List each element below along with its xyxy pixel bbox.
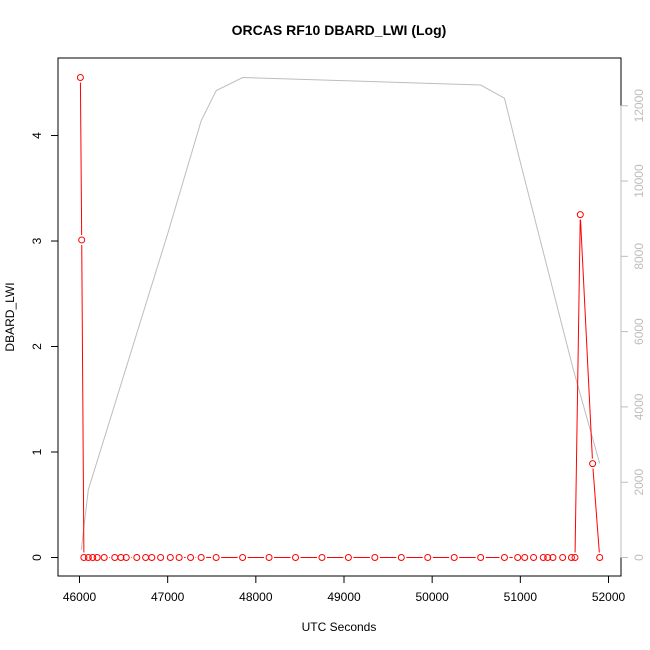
data-point	[344, 554, 352, 561]
x-tick-label: 50000	[415, 590, 449, 604]
series-line-segment	[580, 219, 593, 459]
data-point	[596, 554, 604, 561]
data-point	[133, 554, 141, 561]
series-layer	[76, 74, 604, 561]
data-point	[89, 554, 97, 561]
y-axis-label: DBARD_LWI	[3, 282, 17, 351]
data-point	[571, 554, 579, 561]
series-line-segment	[574, 219, 581, 553]
x-axis: 46000 47000 48000 49000 50000 51000 52000	[63, 575, 626, 604]
series-line-segment	[79, 82, 83, 235]
data-point	[157, 554, 165, 561]
data-point	[148, 554, 156, 561]
data-point	[521, 554, 529, 561]
y-tick-label: 3	[30, 237, 44, 244]
y-tick-label: 4	[30, 132, 44, 139]
data-point	[589, 460, 597, 468]
y2-tick-label: 6000	[632, 318, 646, 345]
data-point	[292, 554, 300, 561]
data-point	[93, 554, 101, 561]
data-point	[239, 554, 247, 561]
x-tick-label: 49000	[327, 590, 361, 604]
y2-axis: 0 2000 4000 6000 8000 10000 12000	[620, 89, 646, 561]
y2-tick-label: 12000	[632, 89, 646, 123]
x-axis-label: UTC Seconds	[302, 620, 377, 634]
data-point	[318, 554, 326, 561]
data-point	[122, 554, 130, 561]
data-point	[175, 554, 183, 561]
data-point	[187, 554, 195, 561]
data-point	[424, 554, 432, 561]
chart-title: ORCAS RF10 DBARD_LWI (Log)	[232, 22, 447, 38]
data-point	[100, 554, 108, 561]
data-point	[500, 554, 508, 561]
data-point	[567, 554, 575, 561]
data-point	[78, 236, 86, 244]
data-point	[539, 554, 547, 561]
data-point	[212, 554, 220, 561]
x-tick-label: 47000	[151, 590, 185, 604]
y2-tick-label: 0	[632, 554, 646, 561]
data-point	[76, 74, 84, 81]
series-line	[80, 76, 601, 551]
series-line-segment	[81, 244, 85, 553]
y-tick-label: 1	[30, 448, 44, 455]
y2-tick-label: 10000	[632, 164, 646, 198]
y2-tick-label: 2000	[632, 469, 646, 496]
x-tick-label: 46000	[63, 590, 97, 604]
x-tick-label: 52000	[592, 590, 626, 604]
data-point	[477, 554, 485, 561]
data-point	[166, 554, 174, 561]
y2-tick-label: 8000	[632, 243, 646, 270]
y-tick-label: 2	[30, 343, 44, 350]
data-point	[514, 554, 522, 561]
data-point	[450, 554, 458, 561]
x-tick-label: 48000	[239, 590, 273, 604]
y2-tick-label: 4000	[632, 393, 646, 420]
series-left-group	[76, 74, 604, 561]
y-tick-label: 0	[30, 554, 44, 561]
series-right-group	[80, 76, 601, 551]
x-tick-label: 51000	[504, 590, 538, 604]
data-point	[265, 554, 273, 561]
data-point	[544, 554, 552, 561]
data-point	[371, 554, 379, 561]
data-point	[576, 211, 584, 219]
data-point	[117, 554, 125, 561]
data-point	[530, 554, 538, 561]
y-axis: 0 1 2 3 4	[30, 132, 59, 561]
data-point	[549, 554, 557, 561]
data-point	[197, 554, 205, 561]
data-point	[397, 554, 405, 561]
data-point	[84, 554, 92, 561]
data-point	[80, 554, 88, 561]
data-point	[559, 554, 567, 561]
series-line-segment	[592, 468, 600, 553]
